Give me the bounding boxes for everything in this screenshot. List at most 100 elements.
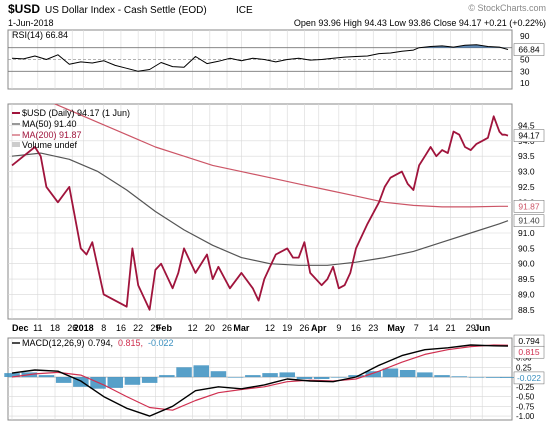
ma50-current-value: 91.40 — [518, 216, 540, 226]
macd-histogram-bar — [451, 376, 467, 378]
x-tick-label: 26 — [67, 323, 77, 333]
macd-panel-frame — [7, 337, 513, 421]
x-tick-label: 21 — [446, 323, 456, 333]
price-panel: 88.589.089.590.090.591.091.592.092.593.0… — [7, 103, 545, 320]
macd-legend-macd: 0.794, — [88, 338, 113, 348]
x-tick-label: 18 — [50, 323, 60, 333]
watermark: © StockCharts.com — [468, 3, 546, 13]
price-panel-frame — [7, 103, 513, 320]
macd-histogram-bar — [296, 377, 313, 379]
macd-histogram-bar — [210, 371, 227, 378]
macd-panel: -1.00-0.75-0.50-0.250.000.250.50 MACD(12… — [4, 334, 545, 422]
legend-volume: Volume undef — [22, 140, 78, 150]
macd-tick-label: -1.00 — [516, 412, 535, 421]
price-tick-label: 90.0 — [518, 259, 535, 269]
macd-legend-signal: 0.815, — [118, 338, 143, 348]
signal-current-value: 0.815 — [518, 347, 540, 357]
macd-histogram-bar — [55, 377, 72, 383]
macd-histogram-bar — [227, 377, 244, 378]
signal-current-value-box — [513, 345, 545, 359]
rsi-tick-label: 50 — [520, 55, 530, 65]
macd-legend-hist: -0.022 — [148, 338, 174, 348]
macd-legend-title: MACD(12,26,9) — [22, 338, 85, 348]
price-tick-label: 93.5 — [518, 151, 535, 161]
histogram-current-value: -0.022 — [517, 373, 541, 383]
macd-y-ticks: -1.00-0.75-0.50-0.250.000.250.50 — [516, 354, 535, 422]
ma50-current-value-box — [513, 214, 545, 227]
x-tick-label: 2018 — [74, 323, 94, 333]
macd-histogram-bar — [500, 377, 516, 378]
x-tick-label: 29 — [150, 323, 160, 333]
histogram-current-value-box — [513, 371, 545, 385]
x-tick-label: 8 — [101, 323, 106, 333]
macd-histogram-bar — [348, 375, 364, 378]
macd-histogram-bar — [468, 377, 485, 378]
x-tick-label: 23 — [368, 323, 378, 333]
chart-date: 1-Jun-2018 — [8, 18, 54, 28]
x-tick-label: 22 — [133, 323, 143, 333]
price-tick-label: 93.0 — [518, 167, 535, 177]
price-gridlines — [8, 104, 512, 319]
x-tick-label: 20 — [205, 323, 215, 333]
x-tick-label: 14 — [428, 323, 438, 333]
legend-price: $USD (Daily) 94.17 (1 Jun) — [22, 108, 130, 118]
macd-histogram-bar — [382, 368, 399, 378]
x-tick-label: Feb — [156, 323, 173, 333]
price-lines — [11, 104, 509, 311]
x-tick-label: 26 — [299, 323, 309, 333]
macd-histogram-bar — [399, 370, 416, 377]
macd-histogram-bar — [176, 367, 192, 378]
macd-histogram-bar — [38, 375, 55, 378]
price-legend: $USD (Daily) 94.17 (1 Jun) MA(50) 91.40 … — [12, 108, 130, 150]
macd-current-value: 0.794 — [518, 336, 540, 346]
x-tick-label: Dec — [12, 323, 29, 333]
price-tick-label: 91.0 — [518, 228, 535, 238]
macd-histogram-bar — [331, 377, 347, 378]
macd-histogram-bar — [159, 375, 175, 378]
price-value-tags: 94.17 91.87 91.40 — [513, 129, 545, 227]
rsi-current-value-box — [513, 43, 545, 56]
x-tick-label: 12 — [265, 323, 275, 333]
price-tick-label: 89.0 — [518, 289, 535, 299]
ma200-current-value-box — [513, 200, 545, 213]
legend-ma50: MA(50) 91.40 — [22, 119, 77, 129]
macd-series — [4, 344, 516, 417]
ohlc-readout: Open 93.96 High 94.43 Low 93.86 Close 94… — [294, 18, 546, 28]
macd-histogram-bar — [4, 373, 20, 377]
macd-histogram-bar — [141, 377, 158, 383]
x-tick-label: May — [387, 323, 405, 333]
macd-histogram-bar — [365, 371, 381, 378]
x-tick-label: 29 — [466, 323, 476, 333]
macd-histogram-bar — [73, 377, 89, 387]
macd-histogram-bar — [124, 377, 141, 385]
macd-histogram-bar — [245, 375, 261, 378]
rsi-series — [11, 44, 509, 72]
macd-histogram-bar — [279, 372, 295, 378]
x-tick-label: Jun — [474, 323, 490, 333]
rsi-tick-label: 10 — [520, 78, 530, 88]
macd-tick-label: -0.25 — [516, 383, 535, 392]
price-series — [11, 104, 509, 311]
rsi-current-value: 66.84 — [518, 45, 540, 55]
rsi-panel: 1030507090 RSI(14) 66.84 66.84 — [7, 29, 545, 90]
x-tick-label: 26 — [222, 323, 232, 333]
chart-title-symbol: $USD — [8, 2, 40, 16]
macd-histogram-bar — [417, 372, 433, 378]
price-tick-label: 88.5 — [518, 305, 535, 315]
price-tick-label: 92.5 — [518, 182, 535, 192]
macd-tick-label: 0.25 — [516, 363, 532, 372]
rsi-legend: RSI(14) 66.84 — [12, 30, 68, 40]
ma200-current-value: 91.87 — [518, 201, 540, 211]
price-tick-label: 89.5 — [518, 274, 535, 284]
x-tick-label: 11 — [33, 323, 42, 333]
x-tick-label: Mar — [233, 323, 250, 333]
x-tick-label: 16 — [351, 323, 361, 333]
x-tick-label: 9 — [336, 323, 341, 333]
x-tick-label: 19 — [282, 323, 292, 333]
macd-histogram-bar — [485, 377, 502, 378]
chart-title-exchange: ICE — [236, 5, 253, 16]
x-tick-label: Apr — [311, 323, 327, 333]
